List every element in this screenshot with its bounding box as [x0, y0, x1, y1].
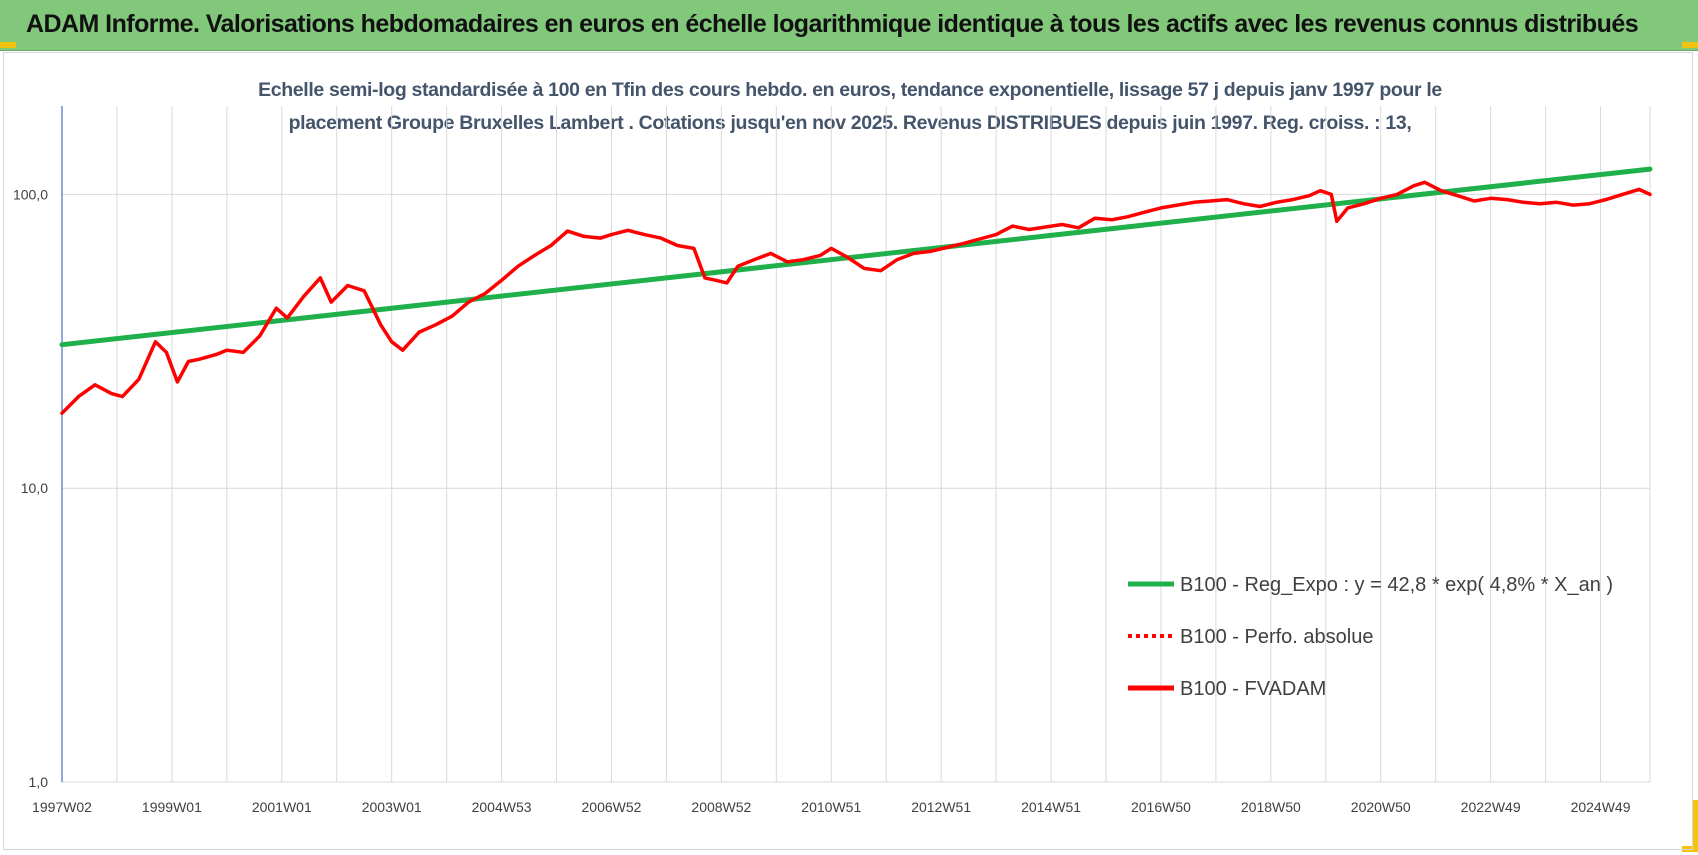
x-tick-label: 2004W53: [472, 799, 532, 815]
legend-label: B100 - Reg_Expo : y = 42,8 * exp( 4,8% *…: [1180, 574, 1613, 596]
x-tick-label: 2016W50: [1131, 799, 1191, 815]
x-tick-label: 1999W01: [142, 799, 202, 815]
legend-label: B100 - Perfo. absolue: [1180, 626, 1373, 648]
legend-label: B100 - FVADAM: [1180, 678, 1326, 700]
series-line-2: [60, 180, 1652, 415]
x-tick-label: 2001W01: [252, 799, 312, 815]
gridlines: [61, 106, 1651, 783]
corner-marker-top-right: [1682, 42, 1698, 48]
chart-legend: B100 - Reg_Expo : y = 42,8 * exp( 4,8% *…: [1128, 574, 1613, 700]
y-tick-label: 1,0: [29, 774, 49, 790]
corner-marker-bottom-right: [1692, 800, 1698, 850]
y-tick-label: 10,0: [21, 480, 48, 496]
chart-subtitle-line-1: Echelle semi-log standardisée à 100 en T…: [258, 79, 1442, 101]
x-tick-label: 2024W49: [1571, 799, 1631, 815]
chart-subtitle: Echelle semi-log standardisée à 100 en T…: [160, 74, 1540, 140]
series-line-0: [59, 166, 1653, 348]
x-tick-label: 2008W52: [691, 799, 751, 815]
x-tick-label: 2022W49: [1461, 799, 1521, 815]
x-tick-label: 1997W02: [32, 799, 92, 815]
page-title: ADAM Informe. Valorisations hebdomadaire…: [26, 10, 1639, 38]
series-group: [59, 166, 1653, 415]
x-tick-label: 2003W01: [362, 799, 422, 815]
corner-marker-top-left: [0, 42, 16, 48]
header-bar: ADAM Informe. Valorisations hebdomadaire…: [0, 0, 1698, 51]
y-tick-label: 100,0: [13, 186, 48, 202]
x-tick-label: 2014W51: [1021, 799, 1081, 815]
chart-frame: [3, 52, 1693, 850]
x-tick-label: 2010W51: [801, 799, 861, 815]
chart-subtitle-line-2: placement Groupe Bruxelles Lambert . Cot…: [288, 112, 1412, 134]
x-tick-label: 2006W52: [582, 799, 642, 815]
x-tick-label: 2018W50: [1241, 799, 1301, 815]
x-axis-ticks: 1997W02 1999W01 2001W01 2003W01 2004W53 2006W…: [32, 799, 1631, 815]
y-axis-ticks: 100,0 10,0 1,0: [13, 186, 48, 790]
x-tick-label: 2020W50: [1351, 799, 1411, 815]
x-tick-label: 2012W51: [911, 799, 971, 815]
